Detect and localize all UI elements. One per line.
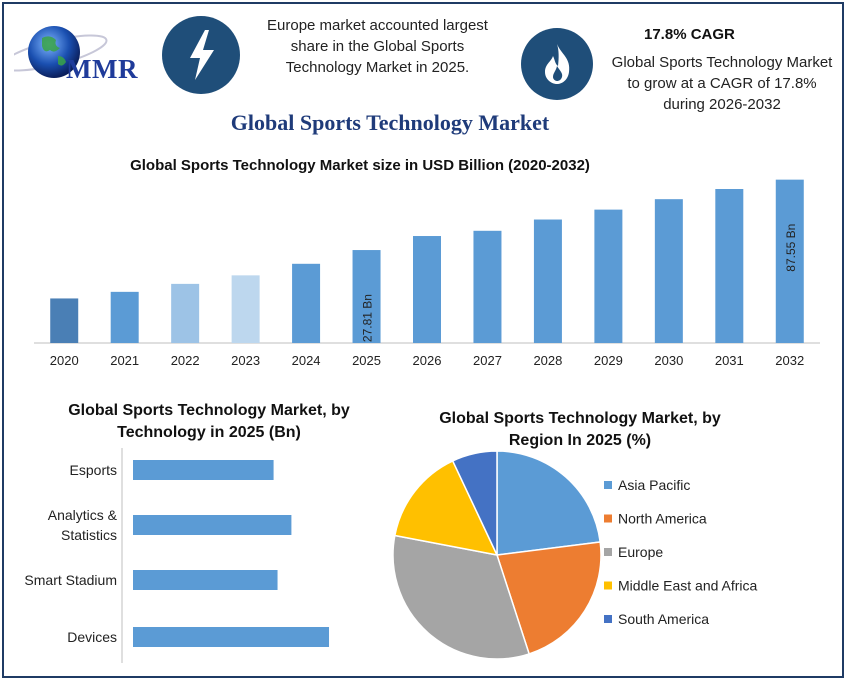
legend-label: Asia Pacific xyxy=(618,477,690,493)
pie-slice-north-america xyxy=(496,541,602,655)
pie-slice-europe xyxy=(392,534,531,660)
x-tick-label: 2022 xyxy=(171,353,200,368)
pie-slice-asia-pacific xyxy=(496,450,602,556)
logo-text: MMR xyxy=(66,54,138,84)
pie-slice-south-america xyxy=(451,450,498,556)
legend-label: North America xyxy=(618,511,707,527)
category-label: Devices xyxy=(67,629,117,645)
x-tick-label: 2031 xyxy=(715,353,744,368)
bar-analytics-statistics xyxy=(133,515,292,535)
region-pie-chart: Asia Pacific North America Europe Middle Ea… xyxy=(392,450,758,660)
lightning-icon xyxy=(162,16,240,94)
pie-slice-middle-east-and-africa xyxy=(393,459,499,557)
category-label: Smart Stadium xyxy=(24,572,117,588)
x-tick-label: 2026 xyxy=(413,353,442,368)
region-chart-title: Global Sports Technology Market, by Regi… xyxy=(439,410,721,449)
legend-swatch xyxy=(604,615,612,623)
bar-2028 xyxy=(533,219,562,343)
legend-swatch xyxy=(604,514,612,523)
x-tick-label: 2025 xyxy=(352,353,381,368)
bar-2025 xyxy=(352,250,381,343)
bar-2023 xyxy=(231,275,260,343)
x-tick-label: 2027 xyxy=(473,353,502,368)
bar-2024 xyxy=(292,263,321,343)
bar-2032 xyxy=(775,179,804,343)
x-tick-label: 2028 xyxy=(533,353,562,368)
technology-chart-title: Global Sports Technology Market, by Tech… xyxy=(68,402,350,441)
bar-2026 xyxy=(413,236,441,343)
bar-2030 xyxy=(654,199,683,343)
bar-2020 xyxy=(50,298,79,343)
legend-swatch xyxy=(604,481,612,489)
market-size-bar-chart: 2020 2021 2022 2023 2024 2025 27.81 Bn 2026 2027… xyxy=(34,179,820,368)
category-label: Esports xyxy=(70,462,117,478)
legend-label: Europe xyxy=(618,544,663,560)
market-size-chart-title: Global Sports Technology Market size in … xyxy=(130,157,590,174)
x-tick-label: 2023 xyxy=(231,353,260,368)
bar-2027 xyxy=(473,230,502,343)
technology-bar-chart: Esports Analytics & Statistics Smart Stadiu… xyxy=(24,448,330,663)
flame-icon xyxy=(521,28,593,100)
x-tick-label: 2029 xyxy=(594,353,623,368)
legend-label: South America xyxy=(618,611,709,627)
page-frame xyxy=(2,2,844,678)
x-tick-label: 2024 xyxy=(292,353,321,368)
legend-swatch xyxy=(604,548,612,556)
data-label: 27.81 Bn xyxy=(361,294,375,342)
bar-2022 xyxy=(171,283,200,343)
bar-smart-stadium xyxy=(133,570,278,590)
category-label: Analytics & Statistics xyxy=(48,507,118,543)
globe-icon xyxy=(0,26,108,78)
cagr-title: 17.8% CAGR xyxy=(644,26,735,43)
x-tick-label: 2032 xyxy=(775,353,804,368)
bar-2029 xyxy=(594,209,623,343)
bar-devices xyxy=(133,627,330,647)
x-tick-label: 2020 xyxy=(50,353,79,368)
data-label: 87.55 Bn xyxy=(784,224,798,272)
mmr-logo: MMR xyxy=(0,18,156,88)
legend-label: Middle East and Africa xyxy=(618,578,758,594)
cagr-text: Global Sports Technology Market to grow … xyxy=(611,54,833,113)
bar-2021 xyxy=(110,291,139,343)
europe-share-text: Europe market accounted largest share in… xyxy=(267,17,488,76)
legend-swatch xyxy=(604,581,612,590)
x-tick-label: 2030 xyxy=(654,353,683,368)
main-title: Global Sports Technology Market xyxy=(230,110,550,135)
bar-esports xyxy=(133,460,274,480)
x-tick-label: 2021 xyxy=(110,353,139,368)
bar-2031 xyxy=(715,189,744,343)
